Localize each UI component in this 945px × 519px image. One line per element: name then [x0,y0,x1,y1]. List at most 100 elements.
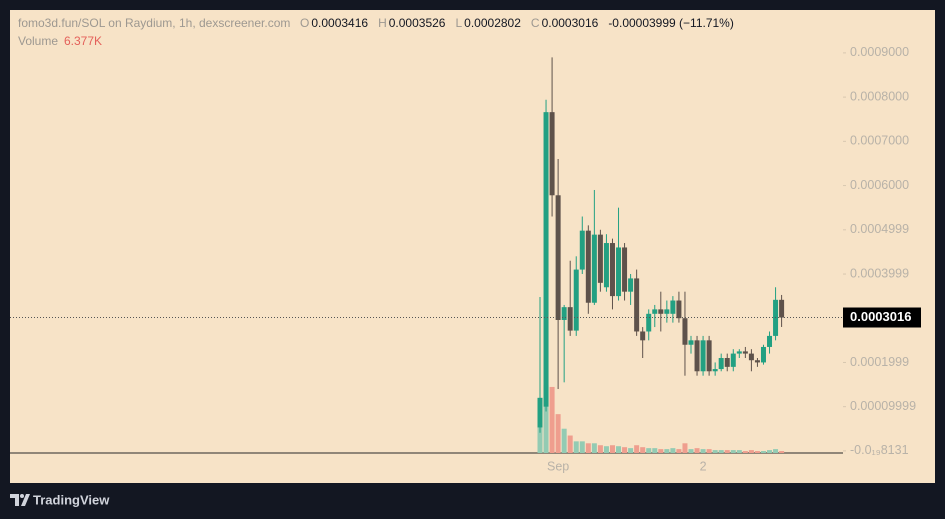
volume-bar [616,446,622,453]
candle-body [561,307,567,320]
volume-value: 6.377K [64,34,102,48]
volume-bar [700,449,706,453]
volume-bar [585,443,591,453]
chart-panel [10,10,935,483]
candle-body [700,340,706,372]
candle-body [652,309,658,314]
candle-body [579,230,585,270]
ohlc-key: C [531,16,540,30]
candle-body [609,243,615,297]
volume-bar [622,447,628,453]
candle-body [543,112,549,407]
candle-body [718,358,724,370]
candle-body [670,300,676,314]
candle-body [628,278,634,292]
volume-bar [676,449,682,453]
volume-bar [773,449,779,453]
volume-bar [609,445,615,453]
volume-bar [767,450,773,453]
volume-bar [712,450,718,453]
candle-body [567,307,573,331]
brand: TradingView [33,492,110,507]
candle-body [736,351,742,354]
ohlc-value: 0.0003416 [311,16,368,30]
y-tick-label: -0.0₁₉8131 [850,443,909,457]
volume-bar [567,435,573,453]
logo-dot [20,494,24,498]
volume-bar [561,428,567,453]
candle-body [694,340,700,372]
candle-body [549,112,555,196]
volume-bar [634,445,640,453]
change-value: -0.00003999 (−11.71%) [608,16,734,30]
volume-bar [779,451,785,453]
candle-body [760,346,766,363]
volume-bar [694,448,700,453]
volume-bar [724,450,730,453]
ohlc-key: H [378,16,387,30]
candle-body [622,247,628,292]
volume-bar [760,451,766,453]
logo-icon [10,494,30,506]
x-tick-label: Sep [547,459,569,473]
candle-body [724,358,730,367]
ohlc-value: 0.0003526 [389,16,446,30]
candle-body [658,309,664,314]
volume-bar [652,448,658,453]
volume-bar [670,448,676,453]
volume-bar [658,449,664,453]
candle-body [640,331,646,341]
candle-body [646,313,652,332]
y-tick-label: 0.00009999 [850,399,916,413]
candle-body [706,340,712,372]
candle-body [585,230,591,303]
volume-bar [555,414,561,453]
y-tick-label: 0.0003999 [850,266,909,280]
candle-body [767,335,773,347]
volume-bar [591,443,597,453]
volume-bar [628,448,634,453]
volume-bar [579,441,585,453]
last-price-box [843,307,921,328]
volume-bar [549,386,555,453]
candle-body [712,369,718,372]
y-tick-label: 0.0008000 [850,89,909,103]
volume-bar [688,449,694,453]
volume-bar [754,451,760,453]
candle-body [748,353,754,361]
y-tick-label: 0.0007000 [850,134,909,148]
y-tick-label: 0.0006000 [850,178,909,192]
chart-title: fomo3d.fun/SOL on Raydium, 1h, dexscreen… [18,16,290,30]
y-tick-label: 0.0001999 [850,355,909,369]
candle-body [676,300,682,319]
candle-body [616,247,622,297]
volume-label: Volume [18,34,58,48]
volume-bar [543,385,549,453]
ohlc-value: 0.0003016 [542,16,599,30]
candle-body [603,243,609,288]
ohlc-value: 0.0002802 [464,16,521,30]
candle-body [682,318,688,345]
volume-bar [640,447,646,453]
candle-body [591,234,597,303]
volume-bar [730,450,736,453]
volume-bar [736,450,742,453]
volume-bar [646,448,652,453]
candle-body [597,234,603,283]
candle-body [537,397,543,428]
ohlc-key: O [300,16,309,30]
candle-body [688,340,694,345]
x-tick-label: 2 [700,459,707,473]
volume-bar [664,449,670,453]
ohlc-legend: O 0.0003416 H 0.0003526 L 0.0002802 C 0.0003016… [300,16,734,30]
volume-bar [603,446,609,453]
candle-body [664,309,670,314]
ohlc-key: L [455,16,462,30]
candle-body [742,351,748,354]
volume-bar [748,450,754,453]
candle-body [730,353,736,367]
candle-body [754,360,760,363]
volume-bar [706,449,712,453]
